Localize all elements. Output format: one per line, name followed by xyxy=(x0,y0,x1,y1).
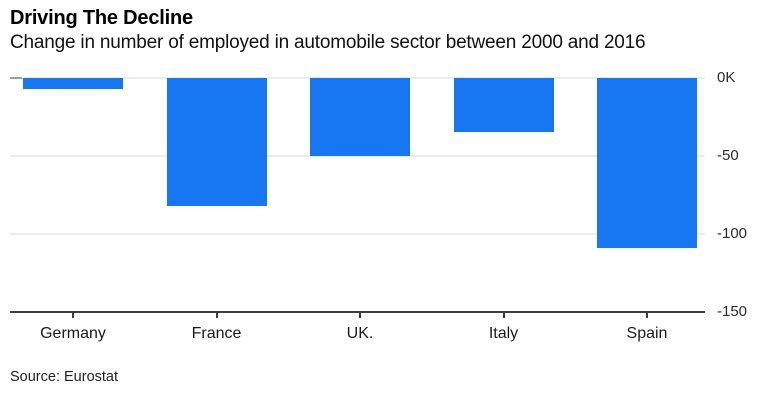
x-axis-tick-spain xyxy=(646,312,648,318)
x-axis-label-spain: Spain xyxy=(626,324,668,342)
gridline--100 xyxy=(10,232,705,235)
bar-spain xyxy=(597,78,697,248)
x-axis-tick-germany xyxy=(72,312,74,318)
bar-italy xyxy=(453,78,554,133)
x-axis-label-uk: UK. xyxy=(346,324,374,342)
x-axis-tick-italy xyxy=(502,312,505,318)
gridline--50 xyxy=(10,154,705,157)
chart-subtitle: Change in number of employed in automobi… xyxy=(10,32,646,53)
bar-germany xyxy=(23,78,123,89)
source-label: Source: Eurostat xyxy=(10,369,118,385)
bar-uk xyxy=(310,78,410,156)
y-axis-label-0K: 0K xyxy=(717,69,736,86)
x-axis-label-germany: Germany xyxy=(40,324,106,342)
x-axis-tick-france xyxy=(215,312,218,318)
x-axis-line xyxy=(10,310,705,313)
y-axis-label--50: -50 xyxy=(717,146,739,164)
y-axis-label--150: -150 xyxy=(717,302,748,320)
x-axis-label-france: France xyxy=(191,324,242,342)
chart-title: Driving The Decline xyxy=(10,7,193,29)
y-axis-label--100: -100 xyxy=(717,224,748,242)
x-axis-label-italy: Italy xyxy=(488,324,519,342)
bar-france xyxy=(166,78,267,206)
zero-baseline-tick xyxy=(10,77,22,79)
x-axis-tick-uk xyxy=(359,312,361,318)
